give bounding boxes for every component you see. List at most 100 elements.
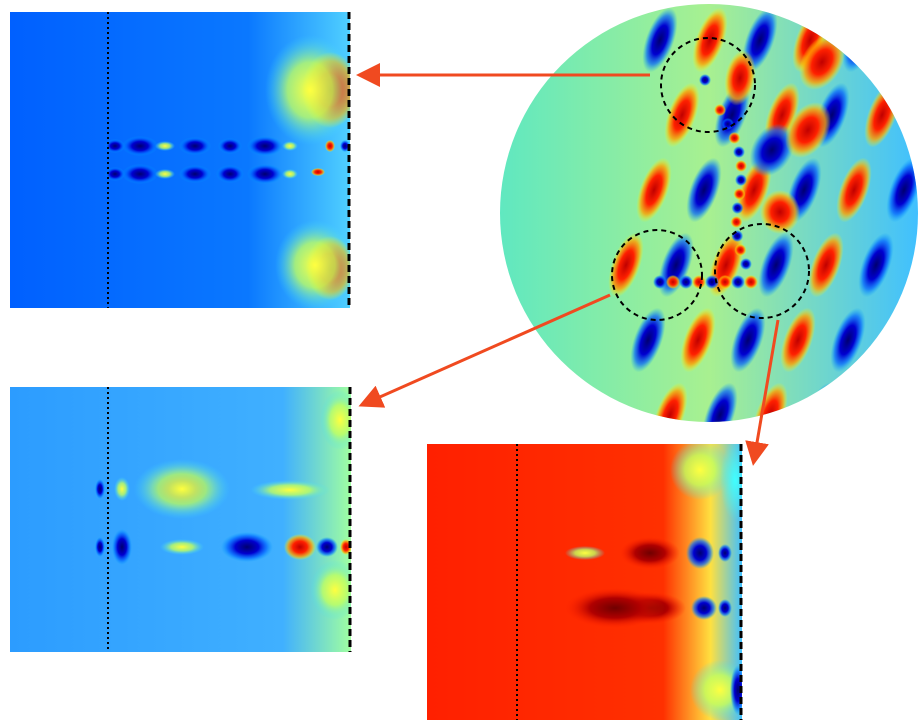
field-blob (720, 444, 742, 520)
field-blob (686, 157, 722, 223)
field-blob (325, 140, 335, 152)
field-blob (691, 596, 717, 620)
field-blob (265, 35, 350, 145)
field-blob (250, 480, 330, 500)
field-blob (282, 141, 298, 151)
field-blob (282, 169, 298, 179)
field-blob (112, 529, 132, 565)
field-blob (692, 7, 728, 73)
field-blob (247, 164, 283, 184)
field-blob (636, 157, 672, 223)
field-blob (316, 537, 338, 557)
field-blob (731, 275, 745, 289)
field-blob (914, 82, 918, 148)
field-blob (216, 165, 244, 183)
field-blob (760, 190, 800, 234)
field-blob (730, 216, 743, 228)
field-blob (799, 34, 845, 90)
panel-middle-left (10, 387, 351, 652)
field-blob (699, 74, 711, 86)
field-blob (653, 275, 667, 289)
field-blob (852, 382, 888, 422)
field-blob (218, 138, 242, 154)
field-blob (730, 307, 766, 373)
field-blob (686, 537, 714, 569)
field-blob (565, 588, 665, 628)
field-blob (122, 136, 158, 156)
field-blob (340, 539, 351, 555)
field-blob (284, 534, 316, 560)
field-blob (728, 132, 741, 144)
field-blob (735, 160, 748, 172)
field-blob (830, 307, 866, 373)
field-top-left (105, 35, 350, 308)
field-blob (160, 539, 204, 555)
field-blob (731, 202, 744, 214)
field-blob (666, 275, 680, 289)
field-blob (630, 307, 666, 373)
field-blob (734, 244, 747, 256)
field-blob (758, 232, 794, 298)
field-blob (692, 275, 706, 289)
field-blob (105, 139, 125, 153)
field-blob (179, 137, 211, 155)
zoom-circle (714, 223, 810, 319)
field-blob (780, 307, 816, 373)
arrow (745, 319, 780, 466)
field-blob (679, 275, 693, 289)
field-blob (836, 157, 872, 223)
arrow (358, 293, 611, 408)
field-middle-left (95, 390, 351, 620)
field-blob (886, 157, 918, 223)
field-blob (730, 665, 742, 715)
field-blob (690, 660, 742, 720)
zoom-circle (660, 37, 756, 133)
field-blob (858, 232, 894, 298)
field-blob (733, 188, 746, 200)
field-blob (114, 477, 130, 501)
field-blob (155, 141, 175, 151)
field-blob (221, 532, 273, 562)
field-blob (179, 165, 211, 183)
field-blob (724, 50, 756, 106)
field-blob (718, 275, 732, 289)
field-blob (702, 382, 738, 422)
field-blob (95, 537, 105, 557)
field-blob (652, 382, 688, 422)
field-blob (95, 479, 105, 499)
field-blob (565, 546, 605, 560)
field-blob (247, 136, 283, 156)
zoom-circle (611, 229, 703, 321)
field-blob (749, 123, 795, 177)
field-blob (608, 232, 644, 298)
field-blob (739, 258, 752, 270)
field-blob (734, 174, 747, 186)
field-blob (664, 82, 700, 148)
field-blob (892, 7, 918, 73)
field-blob (902, 382, 918, 422)
field-blob (134, 459, 230, 519)
field-blob (105, 167, 125, 181)
field-blob (732, 146, 745, 158)
field-blob (155, 169, 175, 179)
field-bottom-right (565, 444, 742, 720)
field-blob (275, 220, 350, 308)
field-blob (731, 230, 744, 242)
field-blob (744, 275, 758, 289)
field-blob (310, 560, 351, 620)
field-blob (642, 7, 678, 73)
field-blob (311, 168, 325, 176)
field-blob (680, 307, 716, 373)
field-blob (808, 232, 844, 298)
field-blob (320, 390, 351, 450)
field-blob (718, 544, 732, 562)
field-blob (718, 599, 732, 617)
field-blob (122, 164, 158, 184)
field-blob (670, 444, 730, 500)
field-blob (721, 118, 734, 130)
field-blob (714, 104, 726, 116)
field-blob (620, 537, 680, 569)
field-blob (785, 102, 831, 158)
